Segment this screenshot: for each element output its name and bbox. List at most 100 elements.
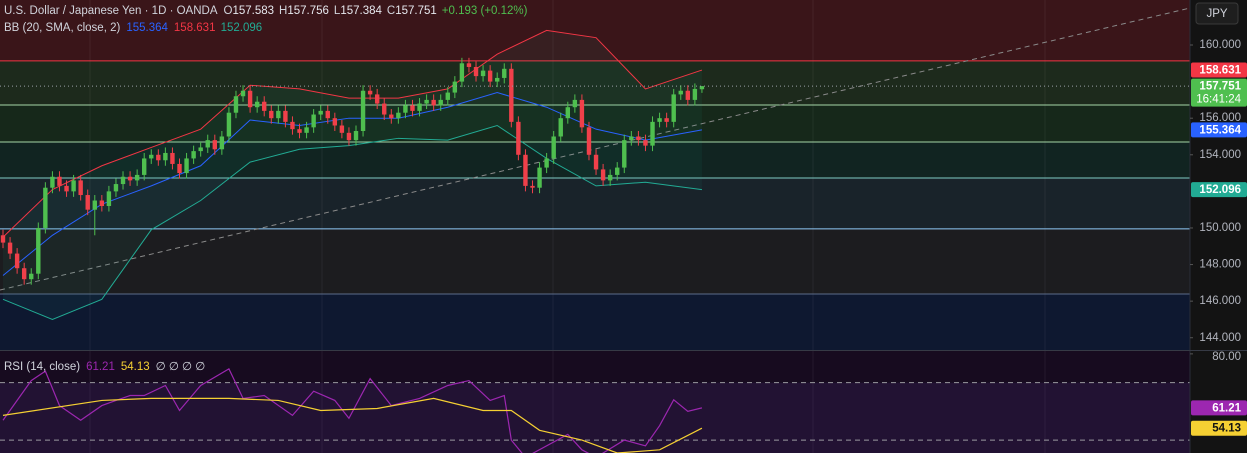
rsi-axis: 61.21 54.13	[1191, 400, 1247, 436]
candle-body	[650, 121, 655, 146]
candle-body	[382, 103, 387, 115]
candle-body	[586, 127, 592, 155]
candle-body	[353, 130, 359, 141]
zone	[0, 178, 1190, 229]
price-axis: 144.000 146.000 148.000 150.000 154.000 156.0…	[1189, 0, 1247, 453]
candle-body	[424, 99, 429, 104]
ohlc-key: C	[387, 5, 395, 17]
ohlc-value: 157.756	[287, 5, 329, 17]
bb-label: BB (20, SMA, close, 2)	[4, 22, 120, 34]
candle-body	[156, 154, 161, 161]
currency-button[interactable]: JPY	[1195, 2, 1239, 25]
rsi-legend: RSI (14, close) 61.21 54.13 ∅ ∅ ∅ ∅	[4, 361, 205, 373]
price-label-box	[1191, 62, 1247, 78]
candle-body	[417, 103, 422, 111]
y-tick-label: 156.000	[1199, 112, 1241, 124]
candle-body	[396, 112, 401, 119]
candle-body	[445, 92, 450, 100]
candle-body	[57, 176, 62, 186]
price-label: 157.751	[1199, 81, 1241, 93]
candle-body	[593, 154, 599, 170]
legend: U.S. Dollar / Japanese Yen · 1D · OANDA O…	[4, 5, 528, 373]
candle-body	[226, 112, 232, 137]
candle-body	[495, 77, 500, 82]
rsi-band	[0, 382, 1190, 453]
candle-body	[0, 235, 6, 243]
candle-body	[572, 99, 578, 108]
price-label-box	[1191, 122, 1247, 138]
candle-body	[198, 147, 203, 152]
bb-value: 158.631	[174, 22, 215, 34]
candle-body	[466, 63, 472, 67]
candle-body	[374, 94, 380, 104]
y-tick-label: 160.000	[1199, 39, 1241, 51]
candle-body	[523, 154, 528, 186]
bb-value: 152.096	[221, 22, 263, 34]
price-label-box	[1191, 400, 1247, 416]
rsi-value: 61.21	[86, 361, 115, 373]
candle-body	[487, 70, 493, 82]
candle-body	[184, 158, 189, 174]
countdown-label: 16:41:24	[1196, 94, 1241, 106]
candle-body	[233, 96, 239, 113]
candle-body	[269, 110, 274, 119]
candle-body	[615, 167, 620, 175]
candle-body	[127, 176, 133, 181]
candle-body	[318, 110, 323, 115]
candle-body	[106, 191, 112, 207]
candle-body	[537, 167, 542, 188]
symbol: U.S. Dollar / Japanese Yen · 1D · OANDA	[4, 5, 218, 17]
candle-body	[558, 118, 563, 137]
candle-body	[622, 140, 627, 168]
candle-body	[339, 125, 345, 133]
price-label: 152.096	[1199, 184, 1241, 196]
candle-body	[113, 184, 119, 192]
y-tick-label: 150.000	[1199, 222, 1241, 234]
zone	[0, 294, 1190, 350]
candle-body	[459, 63, 465, 82]
candle-body	[544, 158, 549, 168]
candle-body	[163, 152, 168, 161]
candle-body	[64, 185, 69, 192]
candle-body	[346, 132, 352, 141]
band-fill	[3, 30, 702, 320]
price-label: 155.364	[1199, 124, 1241, 136]
ohlc-key: L	[334, 5, 341, 17]
candle-body	[254, 101, 260, 108]
candle-body	[699, 86, 705, 90]
candle-body	[657, 118, 662, 122]
candle-body	[607, 174, 613, 181]
candle-body	[50, 176, 55, 188]
y-tick-label: 154.000	[1199, 149, 1241, 161]
zone	[0, 228, 1190, 295]
band-line	[2, 92, 703, 276]
zone	[0, 60, 1190, 106]
candle-body	[636, 136, 641, 141]
zone	[0, 0, 1190, 61]
candle-body	[360, 90, 366, 131]
ohlc-value: 157.751	[395, 5, 437, 17]
candle-body	[36, 227, 41, 274]
candle-body	[664, 118, 669, 122]
candle-body	[579, 99, 585, 128]
candle-body	[452, 81, 458, 93]
candle-body	[629, 136, 634, 141]
symbol-legend: U.S. Dollar / Japanese Yen · 1D · OANDA O…	[4, 5, 528, 17]
candle-body	[71, 180, 76, 192]
y-tick-label: 144.000	[1199, 332, 1241, 344]
candle-body	[240, 90, 246, 97]
rsi-tick-label: 80.00	[1212, 351, 1241, 363]
candle-body	[516, 121, 521, 155]
band-line	[2, 29, 703, 238]
candle-body	[565, 107, 570, 119]
candle-body	[509, 68, 514, 122]
price-label: 54.13	[1212, 423, 1241, 435]
candle-body	[403, 105, 408, 113]
price-label: 158.631	[1199, 65, 1241, 77]
rsi-label: RSI (14, close)	[4, 361, 80, 373]
candle-body	[332, 118, 338, 126]
candle-body	[551, 136, 556, 159]
rsi-pane	[0, 351, 1190, 453]
candle-body	[297, 129, 302, 133]
